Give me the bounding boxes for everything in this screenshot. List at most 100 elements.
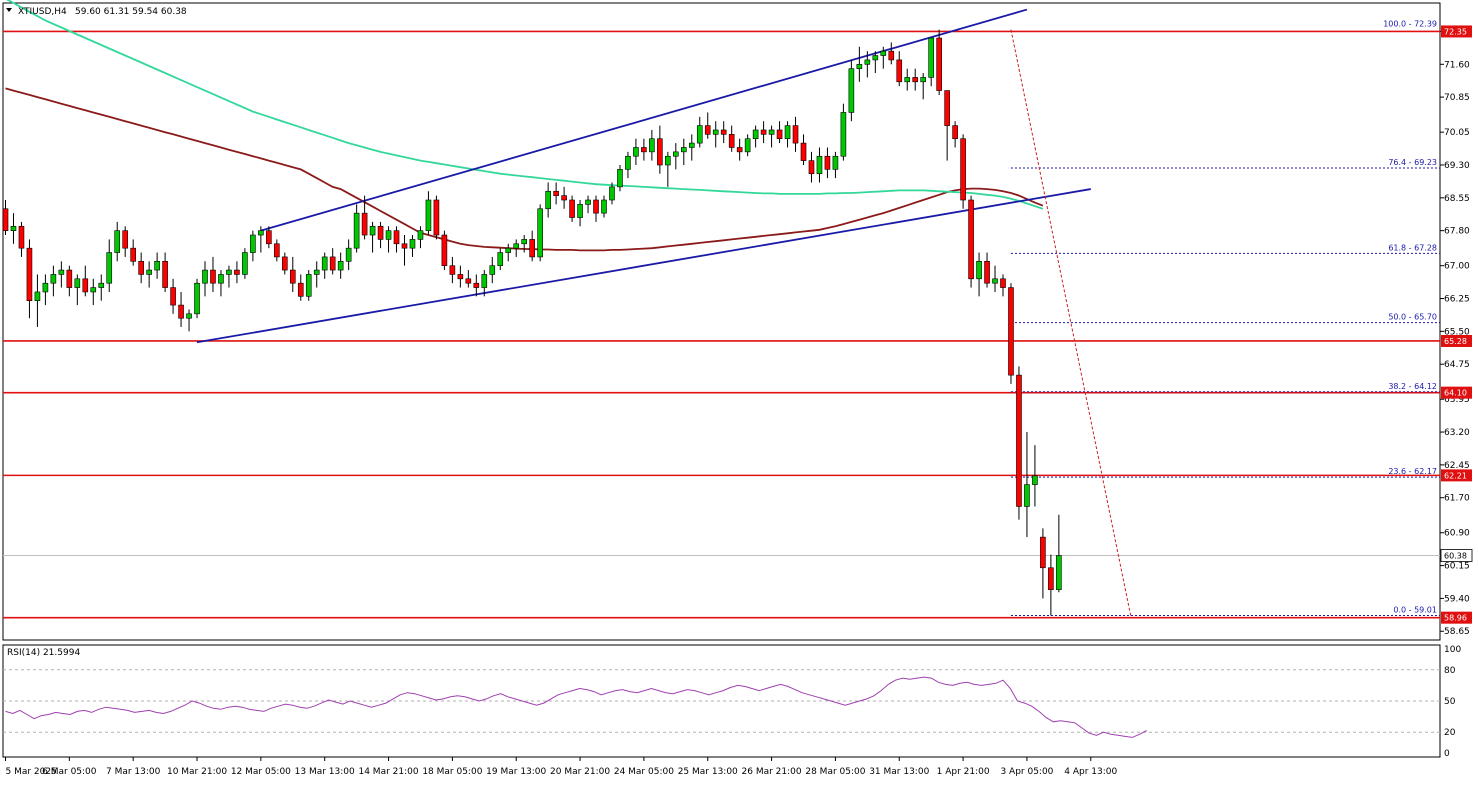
candle-body (905, 77, 910, 81)
candle-body (418, 231, 423, 240)
candle-body (115, 231, 120, 253)
candle-body (226, 270, 231, 274)
candle-body (761, 130, 766, 134)
candle-body (625, 156, 630, 169)
rsi-line (6, 677, 1147, 737)
candle-body (857, 64, 862, 68)
candle-body (817, 156, 822, 174)
candle-body (961, 139, 966, 200)
price-badge-text: 65.28 (1444, 337, 1467, 346)
candle-body (250, 235, 255, 253)
candle-body (793, 126, 798, 144)
price-axis-tick: 58.65 (1444, 627, 1470, 637)
candle-body (841, 112, 846, 156)
candle-body (290, 270, 295, 283)
time-axis-tick: 25 Mar 13:00 (678, 767, 738, 777)
candle-body (546, 191, 551, 209)
candle-body (913, 77, 918, 81)
candle-body (665, 156, 670, 165)
candle-body (354, 213, 359, 248)
candle-body (203, 270, 208, 283)
candle-body (362, 213, 367, 235)
rsi-label: RSI(14) 21.5994 (7, 648, 80, 658)
price-badge-text: 72.35 (1444, 27, 1467, 36)
fibonacci-level-label: 0.0 - 59.01 (1393, 605, 1437, 614)
candle-body (179, 305, 184, 318)
price-axis-tick: 60.90 (1444, 529, 1470, 539)
candle-body (745, 139, 750, 152)
candle-body (1001, 279, 1006, 288)
price-badge-text: 62.21 (1444, 471, 1467, 480)
candle-body (578, 204, 583, 217)
candle-body (322, 257, 327, 270)
candle-body (641, 147, 646, 151)
dropdown-arrow-icon[interactable] (6, 8, 12, 12)
candle-body (514, 244, 519, 248)
price-badge-text: 64.10 (1444, 389, 1467, 398)
price-axis-tick: 61.70 (1444, 494, 1470, 504)
price-axis-tick: 60.15 (1444, 562, 1470, 572)
candle-body (482, 274, 487, 287)
candle-body (609, 187, 614, 200)
candle-body (713, 130, 718, 134)
candle-body (865, 60, 870, 64)
candle-body (131, 248, 136, 261)
time-axis-tick: 4 Apr 13:00 (1064, 767, 1117, 777)
candle-body (657, 139, 662, 165)
candle-body (67, 270, 72, 288)
rsi-axis-tick: 100 (1444, 645, 1461, 655)
candle-body (386, 231, 391, 240)
candle-body (466, 279, 471, 283)
candle-body (937, 38, 942, 91)
candle-body (921, 77, 926, 81)
candle-body (777, 130, 782, 139)
candle-body (993, 279, 998, 283)
candle-body (474, 283, 479, 287)
candle-body (450, 266, 455, 275)
candle-body (155, 261, 160, 270)
candle-body (234, 270, 239, 274)
candle-body (729, 134, 734, 147)
candle-body (594, 200, 599, 213)
candle-body (258, 231, 263, 235)
rsi-axis-tick: 50 (1444, 697, 1456, 707)
symbol-label: XTIUSD,H4 (18, 7, 67, 17)
time-axis-tick: 14 Mar 21:00 (358, 767, 418, 777)
channel-upper-trendline[interactable] (261, 10, 1027, 231)
time-axis-tick: 20 Mar 21:00 (550, 767, 610, 777)
time-axis-tick: 12 Mar 05:00 (231, 767, 291, 777)
candle-body (458, 274, 463, 278)
time-axis-tick: 7 Mar 13:00 (106, 767, 161, 777)
candle-body (338, 261, 343, 270)
candle-body (705, 126, 710, 135)
price-axis-tick: 68.55 (1444, 194, 1470, 204)
fibonacci-level-label: 61.8 - 67.28 (1388, 243, 1437, 252)
candle-body (187, 314, 192, 318)
candle-body (266, 231, 271, 244)
rsi-axis-tick: 80 (1444, 666, 1456, 676)
candle-body (314, 270, 319, 274)
candle-body (849, 69, 854, 113)
fibonacci-level-label: 76.4 - 69.23 (1388, 158, 1437, 167)
candle-body (123, 231, 128, 249)
candle-body (1024, 485, 1029, 507)
candle-body (1048, 568, 1053, 590)
candle-body (562, 196, 567, 200)
candle-body (394, 231, 399, 244)
candle-body (538, 209, 543, 257)
candle-body (59, 270, 64, 274)
candle-body (410, 239, 415, 248)
time-axis-tick: 31 Mar 13:00 (869, 767, 929, 777)
candle-body (490, 266, 495, 275)
candle-body (19, 226, 24, 248)
fibonacci-level-label: 50.0 - 65.70 (1388, 313, 1437, 322)
candle-body (969, 200, 974, 279)
candle-body (27, 248, 32, 301)
candle-body (298, 283, 303, 296)
candle-body (689, 143, 694, 147)
candle-body (99, 283, 104, 287)
candle-body (139, 261, 144, 274)
price-axis-tick: 64.75 (1444, 360, 1470, 370)
candle-body (801, 143, 806, 161)
